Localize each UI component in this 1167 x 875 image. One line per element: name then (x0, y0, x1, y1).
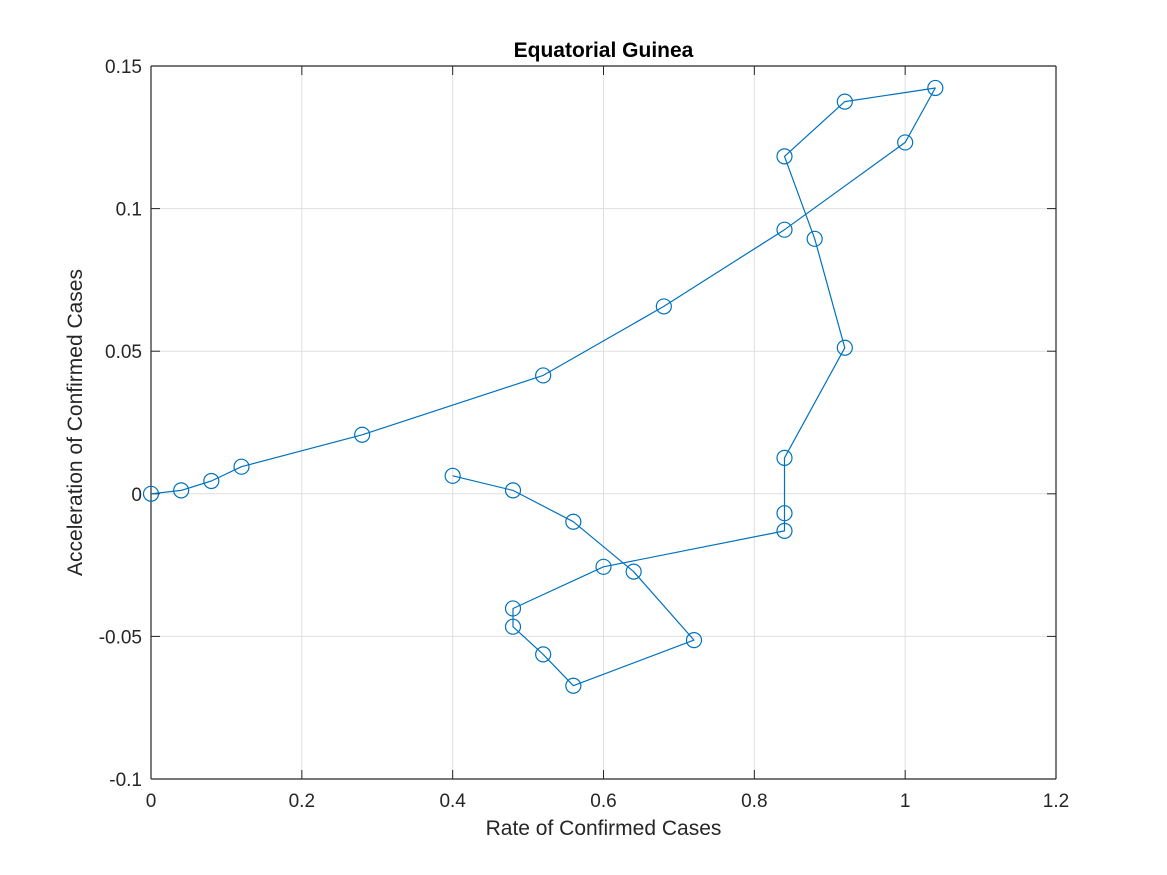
data-point (897, 134, 914, 151)
plot-area: 0 0.2 0.4 0.6 0.8 1 1.2 -0.1 -0.05 0 0.05 0.1 0.15 (99, 57, 1070, 812)
data-point (504, 618, 522, 635)
chart-title: Equatorial Guinea (514, 39, 694, 62)
data-point (233, 458, 250, 475)
x-tick-label: 1.2 (1043, 791, 1069, 812)
data-point (535, 367, 552, 384)
data-point (565, 677, 582, 694)
ticks: 0 0.2 0.4 0.6 0.8 1 1.2 -0.1 -0.05 0 0.05 0.1 0.15 (99, 57, 1070, 812)
data-point (655, 298, 672, 315)
data-point (685, 632, 703, 649)
y-tick-label: 0.05 (105, 342, 142, 363)
data-point (836, 93, 853, 110)
data-point (776, 449, 793, 466)
y-tick-label: -0.05 (99, 627, 142, 648)
y-axis-label: Acceleration of Confirmed Cases (64, 269, 87, 576)
data-point (776, 148, 793, 165)
data-point (354, 426, 371, 443)
data-point (504, 600, 522, 617)
x-tick-label: 0.2 (289, 791, 315, 812)
data-series (142, 79, 944, 694)
series-line (150, 87, 936, 687)
x-tick-label: 1 (900, 791, 911, 812)
data-point (142, 485, 160, 502)
data-point (927, 79, 944, 97)
data-point (535, 646, 552, 663)
y-tick-label: 0.1 (116, 200, 142, 221)
x-axis-label: Rate of Confirmed Cases (486, 817, 722, 840)
data-point (776, 522, 793, 539)
y-tick-label: -0.1 (109, 770, 142, 791)
y-tick-label: 0 (131, 485, 142, 506)
data-point (806, 230, 823, 247)
x-tick-label: 0 (146, 791, 157, 812)
data-point (776, 221, 793, 238)
y-tick-label: 0.15 (105, 57, 142, 78)
data-point (173, 482, 190, 499)
data-point (776, 505, 793, 522)
x-tick-label: 0.6 (590, 791, 616, 812)
data-point (565, 513, 582, 530)
data-point (444, 467, 461, 484)
x-tick-label: 0.8 (741, 791, 767, 812)
x-tick-label: 0.4 (439, 791, 466, 812)
data-point (203, 472, 220, 490)
data-point (595, 558, 612, 575)
data-point (836, 339, 853, 356)
data-point (625, 563, 642, 580)
data-point (504, 482, 522, 499)
